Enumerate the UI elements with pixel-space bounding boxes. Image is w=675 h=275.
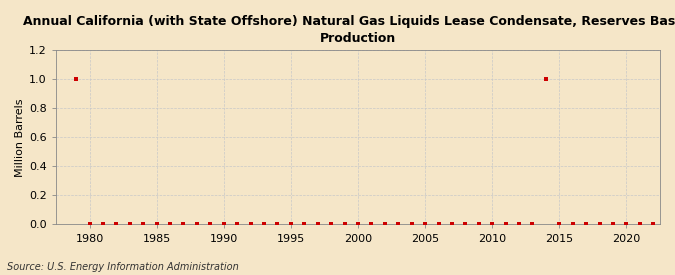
Text: Source: U.S. Energy Information Administration: Source: U.S. Energy Information Administ… xyxy=(7,262,238,272)
Title: Annual California (with State Offshore) Natural Gas Liquids Lease Condensate, Re: Annual California (with State Offshore) … xyxy=(23,15,675,45)
Y-axis label: Million Barrels: Million Barrels xyxy=(15,98,25,177)
